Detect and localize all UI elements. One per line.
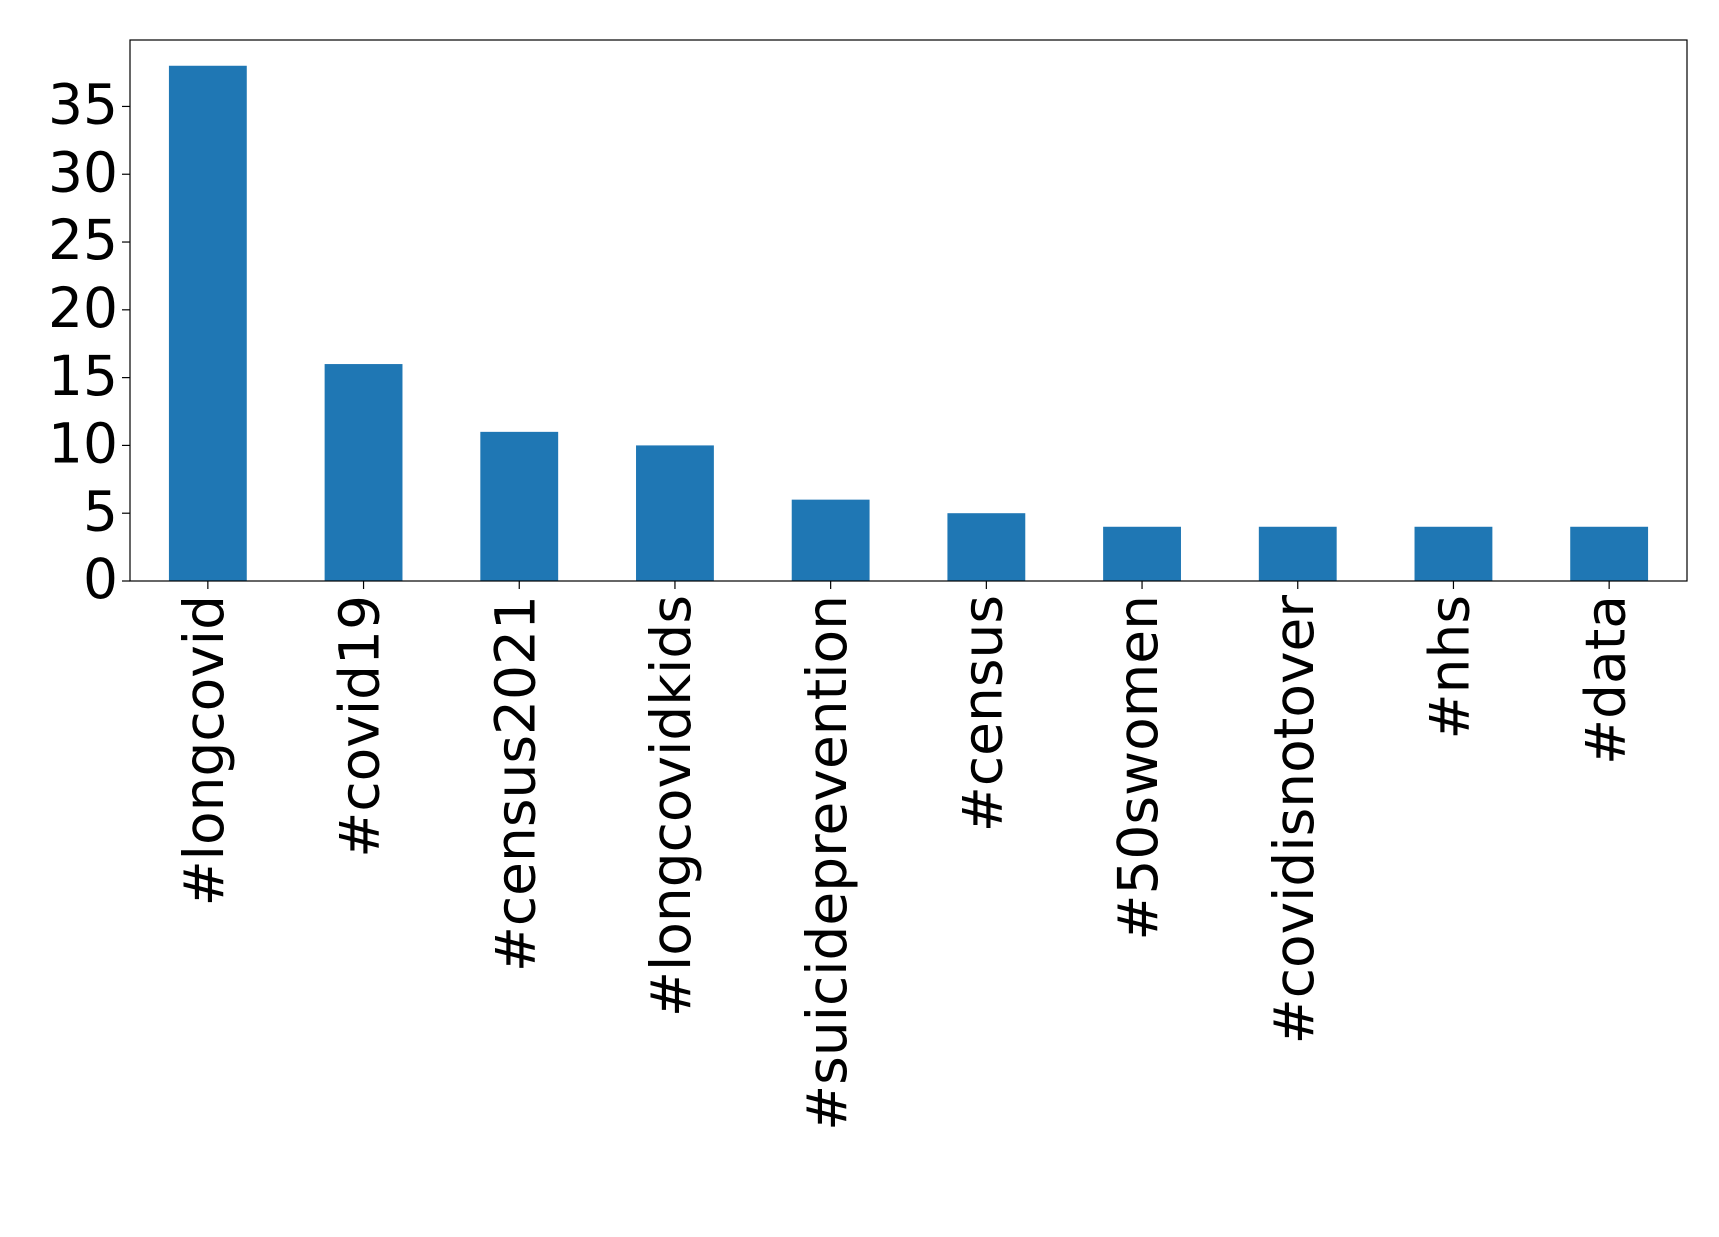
y-tick-label: 30 <box>48 140 118 204</box>
y-tick-label: 35 <box>48 73 118 137</box>
bar <box>168 65 247 581</box>
y-tick-label: 10 <box>48 412 118 476</box>
bar <box>947 513 1026 581</box>
bar <box>1570 526 1649 581</box>
y-tick-label: 5 <box>83 479 118 543</box>
x-tick-label: #nhs <box>1418 595 1482 739</box>
x-tick-label: #longcovidkids <box>639 595 703 1017</box>
x-tick-label: #50swomen <box>1106 595 1170 941</box>
bar <box>324 364 403 581</box>
bar <box>480 431 559 581</box>
plot-frame <box>129 39 1688 582</box>
bar <box>1103 526 1181 581</box>
x-tick-label: #data <box>1573 595 1637 765</box>
x-tick-label: #covidisnotover <box>1262 595 1326 1045</box>
x-tick-label: #covid19 <box>328 595 392 858</box>
bar <box>1258 526 1337 581</box>
y-tick-label: 15 <box>48 344 118 408</box>
y-tick-label: 25 <box>48 208 118 272</box>
x-tick-label: #census2021 <box>483 595 547 972</box>
bar <box>1414 526 1493 581</box>
bar <box>636 445 714 581</box>
bar <box>791 499 870 581</box>
x-tick-label: #longcovid <box>172 595 236 906</box>
x-tick-label: #suicideprevention <box>795 595 859 1131</box>
y-tick-label: 0 <box>83 547 118 611</box>
x-tick-label: #census <box>950 595 1014 832</box>
y-tick-label: 20 <box>48 276 118 340</box>
